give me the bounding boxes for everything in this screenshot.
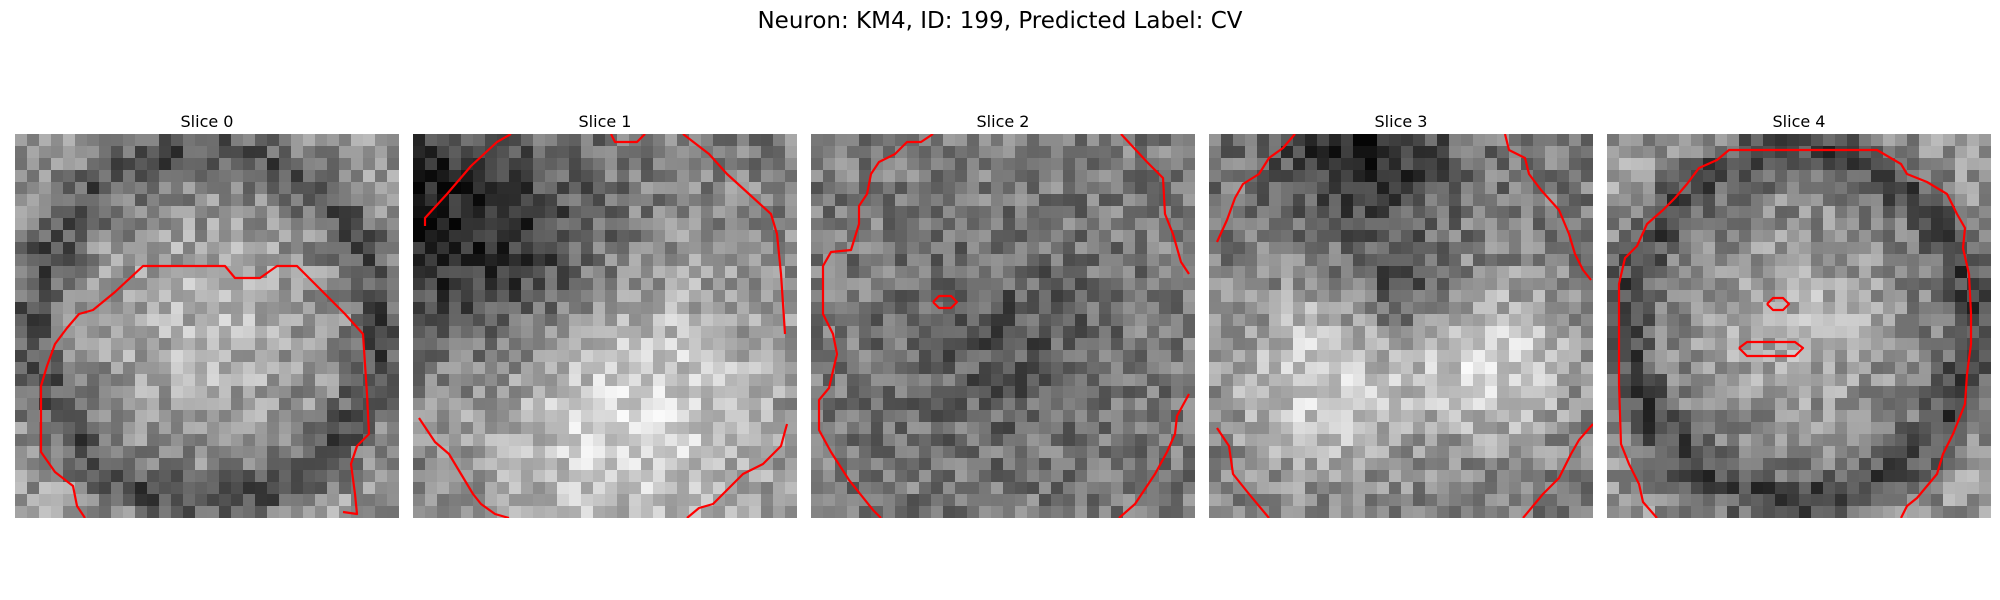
contour-line bbox=[610, 134, 646, 144]
segmentation-contour bbox=[1215, 134, 1593, 518]
slice-image-1 bbox=[413, 134, 797, 518]
contour-line bbox=[1118, 393, 1190, 518]
slice-panel-3: Slice 3 bbox=[1209, 110, 1593, 518]
slice-title: Slice 1 bbox=[578, 112, 632, 131]
pixel-grid bbox=[1209, 134, 1593, 518]
contour-line bbox=[1215, 134, 1296, 243]
slice-image-0 bbox=[15, 134, 399, 518]
contour-line bbox=[682, 134, 787, 335]
slice-title: Slice 2 bbox=[976, 112, 1030, 131]
segmentation-contour bbox=[1617, 148, 1973, 518]
contour-line bbox=[1503, 134, 1592, 281]
slice-panel-2: Slice 2 bbox=[811, 110, 1195, 518]
contour-line bbox=[1617, 148, 1973, 518]
contour-line bbox=[418, 417, 510, 518]
slice-panel-1: Slice 1 bbox=[413, 110, 797, 518]
pixel-grid bbox=[413, 134, 797, 518]
slice-panel-0: Slice 0 bbox=[15, 110, 399, 518]
contour-line bbox=[817, 134, 934, 518]
slice-title: Slice 3 bbox=[1374, 112, 1428, 131]
slice-image-2 bbox=[811, 134, 1195, 518]
slice-title: Slice 0 bbox=[180, 112, 234, 131]
contour-line bbox=[423, 134, 512, 226]
contour-line bbox=[1216, 427, 1270, 518]
contour-line bbox=[1120, 134, 1190, 275]
segmentation-contour bbox=[418, 134, 789, 518]
pixel-grid bbox=[811, 134, 1195, 518]
contour-line bbox=[1766, 296, 1791, 312]
slice-image-4 bbox=[1607, 134, 1991, 518]
contour-line bbox=[39, 264, 371, 518]
slice-title: Slice 4 bbox=[1772, 112, 1826, 131]
contour-line bbox=[932, 294, 959, 310]
pixel-grid bbox=[1607, 134, 1991, 518]
segmentation-contour bbox=[39, 264, 371, 518]
contour-line bbox=[686, 423, 789, 518]
contour-line bbox=[1738, 340, 1805, 358]
contour-line bbox=[1522, 423, 1593, 518]
figure-title: Neuron: KM4, ID: 199, Predicted Label: C… bbox=[757, 8, 1243, 34]
segmentation-contour bbox=[817, 134, 1190, 518]
slice-panel-4: Slice 4 bbox=[1607, 110, 1991, 518]
slice-image-3 bbox=[1209, 134, 1593, 518]
pixel-grid bbox=[15, 134, 399, 518]
